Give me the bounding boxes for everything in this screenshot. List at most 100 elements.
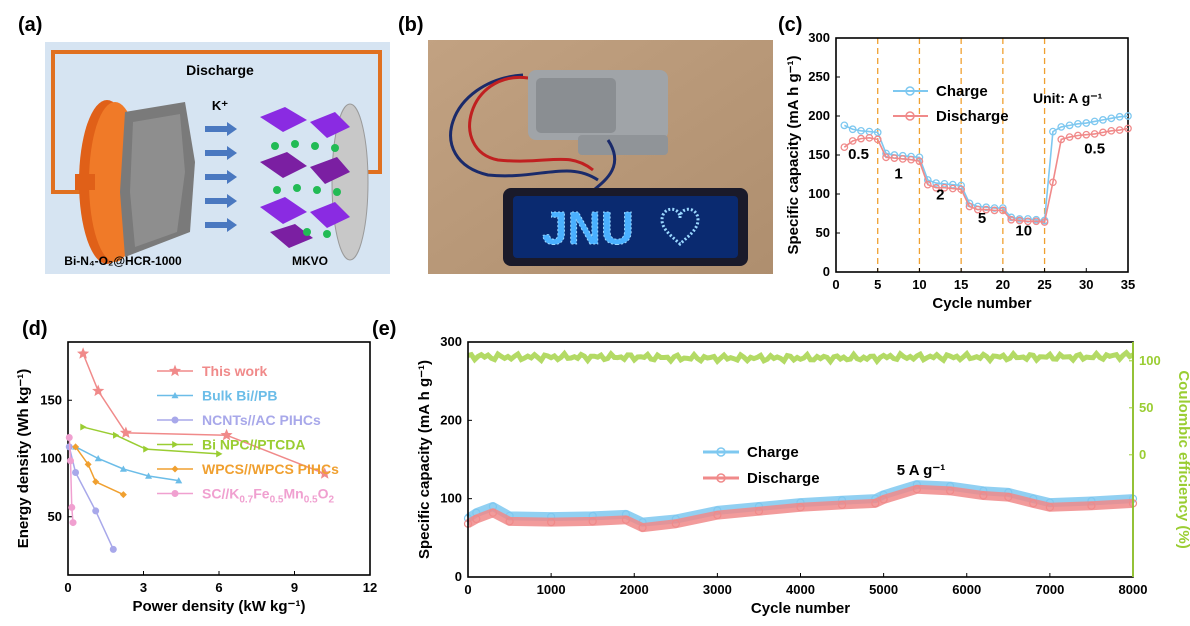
- legend-label: Discharge: [936, 108, 1009, 125]
- data-point-bulk-bi-pb: [94, 455, 102, 462]
- data-point-this-work: [119, 426, 132, 438]
- data-point-discharge: [923, 180, 932, 189]
- series-line-charge: [465, 480, 1134, 527]
- panel-e-label: (e): [372, 318, 397, 340]
- data-point-discharge: [879, 495, 888, 504]
- led-text: JNU: [542, 202, 634, 254]
- series-line-bi-npc-ptcda: [82, 426, 220, 455]
- data-point-discharge: [472, 514, 481, 524]
- device-photo: JNU: [428, 40, 773, 274]
- x-tick-label: 0: [64, 580, 71, 595]
- data-point-charge: [1049, 127, 1057, 136]
- data-point-charge: [1082, 119, 1091, 127]
- data-point-discharge: [713, 511, 722, 520]
- legend-text-part: Mn: [284, 486, 304, 502]
- data-point-ncnts-ac-pihcs: [92, 507, 100, 515]
- series-line-wpcs-wpcs-pihcs: [74, 446, 124, 496]
- plot-frame: [467, 341, 1134, 578]
- anode-label: Bi-N₄-O₂@HCR-1000: [64, 254, 182, 268]
- data-point-charge: [1065, 121, 1074, 130]
- legend-marker: [171, 465, 179, 473]
- data-point-discharge: [754, 507, 764, 516]
- panel-c-label: (c): [778, 14, 803, 36]
- data-point-discharge: [1074, 131, 1082, 140]
- data-point-discharge: [890, 154, 899, 162]
- legend-label: NCNTs//AC PIHCs: [202, 412, 321, 428]
- series-line-coulombic-efficiency: [467, 349, 1135, 366]
- legend-subscript: 0.7: [239, 495, 253, 506]
- x-axis-label: Power density (kW kg⁻¹): [133, 598, 306, 615]
- data-point-charge: [857, 126, 865, 135]
- y-tick-label: 200: [440, 412, 462, 427]
- y-tick-label: 100: [40, 451, 62, 466]
- x-tick-label: 7000: [1035, 582, 1064, 597]
- data-point-discharge: [547, 518, 556, 527]
- x-tick-label: 25: [1037, 277, 1051, 292]
- data-point-discharge: [1040, 218, 1049, 226]
- data-point-discharge: [1015, 216, 1024, 225]
- legend-text-part: SC//K: [202, 486, 239, 502]
- legend-marker: [168, 364, 182, 377]
- heart-icon: [660, 207, 700, 247]
- rate-note: 5 A g⁻¹: [897, 462, 945, 479]
- data-point-wpcs-wpcs-pihcs: [72, 443, 80, 451]
- data-point-bulk-bi-pb: [145, 472, 153, 479]
- rate-label: 0.5: [1084, 140, 1105, 157]
- data-point-discharge: [979, 491, 988, 500]
- rate-label: 5: [978, 210, 986, 227]
- data-point-discharge: [873, 135, 882, 144]
- data-point-wpcs-wpcs-pihcs: [84, 460, 92, 468]
- data-point-this-work: [77, 347, 90, 359]
- legend-label: WPCS//WPCS PIHCs: [202, 461, 339, 477]
- y-tick-label: 150: [40, 392, 62, 407]
- data-point-discharge: [621, 515, 631, 524]
- data-point-discharge: [638, 523, 647, 532]
- data-point-this-work: [220, 428, 233, 441]
- data-point-discharge: [857, 134, 865, 143]
- data-point-ncnts-ac-pihcs: [72, 468, 80, 476]
- x-axis-label: Cycle number: [932, 295, 1031, 312]
- data-point-charge: [1074, 119, 1082, 128]
- data-point-discharge: [957, 185, 965, 194]
- y-tick-label: 0: [823, 264, 830, 279]
- legend-label: This work: [202, 363, 268, 379]
- legend-label: SC//K0.7Fe0.5Mn0.5O2: [202, 486, 335, 506]
- data-point-this-work: [318, 467, 331, 479]
- rate-label: 1: [894, 165, 902, 182]
- legend-marker: [171, 416, 179, 424]
- y-tick-label: 300: [808, 30, 830, 45]
- data-point-discharge: [1099, 128, 1107, 137]
- legend-marker: [905, 86, 915, 96]
- data-point-bi-npc-ptcda: [113, 431, 120, 439]
- data-point-discharge: [915, 157, 924, 166]
- x-tick-label: 35: [1121, 277, 1135, 292]
- data-point-charge: [1007, 213, 1016, 222]
- data-point-discharge: [898, 155, 907, 163]
- data-point-discharge: [1115, 126, 1124, 134]
- rate-label: 10: [1015, 222, 1032, 239]
- data-point-discharge: [840, 143, 849, 152]
- data-point-wpcs-wpcs-pihcs: [119, 491, 127, 499]
- y-tick-label: 100: [808, 186, 830, 201]
- data-point-discharge: [1029, 499, 1038, 508]
- x-tick-label: 0: [464, 582, 471, 597]
- data-point-bulk-bi-pb: [175, 477, 183, 484]
- data-point-discharge: [1090, 130, 1099, 138]
- x-tick-label: 5: [874, 277, 881, 292]
- x-tick-label: 5000: [869, 582, 898, 597]
- data-point-bi-npc-ptcda: [80, 423, 87, 431]
- legend-marker: [905, 111, 915, 121]
- data-point-discharge: [940, 183, 949, 192]
- x-tick-label: 8000: [1119, 582, 1148, 597]
- data-point-discharge: [990, 206, 999, 215]
- schematic-diagram: Discharge K⁺ Bi-N₄-O₂@HCR-1000 MKVO: [45, 42, 390, 274]
- y-tick-label: 250: [808, 69, 830, 84]
- data-point-charge: [1115, 112, 1124, 121]
- data-point-charge: [1107, 114, 1116, 123]
- y-tick-label: 50: [816, 225, 830, 240]
- data-point-bi-npc-ptcda: [143, 445, 150, 453]
- ragone-plot: 0 3 6 9 12 50 100 150 Power density (kW kg⁻¹) Ene…: [15, 341, 377, 615]
- data-point-bi-npc-ptcda: [216, 450, 223, 458]
- y-tick-label: 300: [440, 334, 462, 349]
- cathode-label: MKVO: [292, 254, 328, 268]
